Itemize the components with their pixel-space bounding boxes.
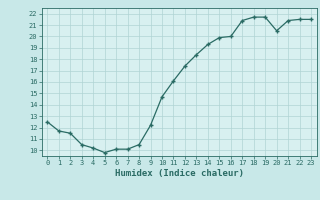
X-axis label: Humidex (Indice chaleur): Humidex (Indice chaleur) — [115, 169, 244, 178]
